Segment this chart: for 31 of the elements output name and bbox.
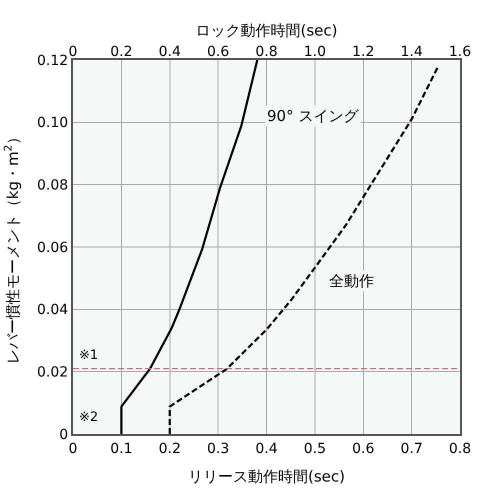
- x2-tick-label: 1.2: [352, 44, 374, 60]
- x-tick-label: 0.1: [110, 440, 133, 457]
- y-tick-label: 0.10: [37, 115, 68, 132]
- x-tick-label: 0.8: [448, 440, 472, 457]
- x-axis-title: リリース動作時間(sec): [188, 467, 345, 486]
- x-tick-label: 0.6: [352, 440, 374, 457]
- y-tick-label: 0.02: [37, 364, 68, 381]
- y-tick-label: 0.12: [37, 52, 68, 69]
- x2-tick-label: 0.4: [158, 44, 181, 60]
- y-tick-label: 0: [59, 426, 68, 443]
- ref-line-label: ※1: [79, 348, 98, 363]
- x2-tick-label: 1.0: [304, 44, 326, 60]
- y-tick-label: 0.06: [37, 240, 68, 256]
- x2-axis-title: ロック動作時間(sec): [196, 21, 338, 40]
- line-series: [120, 60, 258, 434]
- y-tick-label: 0.08: [37, 178, 68, 194]
- x-tick-label: 0.4: [255, 440, 278, 457]
- x2-tick-label: 1.4: [400, 44, 423, 60]
- y-tick-label: 0.04: [37, 302, 68, 318]
- x-tick-label: 0.7: [400, 440, 423, 457]
- line-series: [168, 65, 440, 434]
- x2-tick-label: 1.6: [448, 44, 472, 60]
- x-tick-label: 0.2: [158, 440, 181, 457]
- series-label: 全動作: [329, 272, 374, 290]
- x-tick-label: 0.3: [206, 440, 230, 457]
- x2-tick-label: 0.2: [110, 44, 133, 60]
- series-label: 90° スイング: [267, 107, 360, 125]
- x2-tick-label: 0.6: [206, 44, 230, 60]
- x-tick-label: 0.5: [304, 440, 326, 457]
- x2-tick-label: 0.8: [255, 44, 278, 60]
- annotation: ※2: [79, 410, 98, 425]
